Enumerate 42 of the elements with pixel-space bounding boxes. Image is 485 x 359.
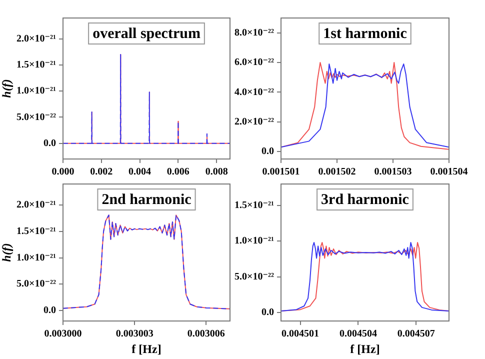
y-tick-label: 2.0×10⁻²² <box>234 116 274 128</box>
y-tick-label: 2.0×10⁻²¹ <box>16 200 56 211</box>
x-tick-label: 0.001502 <box>318 166 356 178</box>
text: overall spectrum <box>92 26 201 42</box>
x-tick-label: 0.003000 <box>44 328 82 340</box>
x-tick-label: 0.006 <box>166 166 190 178</box>
y-tick-label: 0.0 <box>44 138 56 149</box>
y-axis-title: h(f) <box>0 79 14 98</box>
x-tick-label: 0.004 <box>128 166 152 178</box>
y-tick-label: 5.0×10⁻²² <box>234 271 274 282</box>
x-tick-label: 0.004501 <box>282 328 320 340</box>
x-tick-label: 0.008 <box>205 166 228 178</box>
y-tick-label: 5.0×10⁻²² <box>16 278 56 290</box>
y-tick-label: 0.0 <box>262 146 274 158</box>
y-tick-label: 1.5×10⁻²¹ <box>16 60 56 71</box>
x-tick-label: 0.003003 <box>116 328 154 340</box>
y-tick-label: 0.0 <box>44 305 56 316</box>
y-tick-label: 5.0×10⁻²² <box>16 112 56 123</box>
y-tick-label: 1.0×10⁻²¹ <box>234 236 274 247</box>
text: 2nd harmonic <box>102 192 192 208</box>
x-axis-title: f [Hz] <box>350 342 380 356</box>
y-tick-label: 0.0 <box>262 307 274 318</box>
y-axis-title: h(f) <box>0 243 14 262</box>
x-tick-label: 0.004507 <box>397 328 435 340</box>
x-tick-label: 0.001503 <box>374 166 412 178</box>
y-tick-label: 4.0×10⁻²² <box>234 86 274 98</box>
x-tick-label: 0.004504 <box>339 328 377 340</box>
text: 1st harmonic <box>323 26 408 42</box>
x-tick-label: 0.001504 <box>430 166 468 178</box>
y-tick-label: 2.0×10⁻²¹ <box>16 33 56 44</box>
x-tick-label: 0.001501 <box>262 166 300 178</box>
y-tick-label: 8.0×10⁻²² <box>234 27 274 38</box>
x-tick-label: 0.000 <box>52 166 74 178</box>
text: 3rd harmonic <box>321 192 410 208</box>
y-tick-label: 1.5×10⁻²¹ <box>234 200 274 211</box>
y-tick-label: 1.0×10⁻²¹ <box>16 252 56 264</box>
x-tick-label: 0.003006 <box>187 328 225 340</box>
y-tick-label: 6.0×10⁻²² <box>234 57 274 68</box>
y-tick-label: 1.0×10⁻²¹ <box>16 86 56 97</box>
x-tick-label: 0.002 <box>90 166 113 178</box>
y-tick-label: 1.5×10⁻²¹ <box>16 226 56 237</box>
x-axis-title: f [Hz] <box>132 342 162 356</box>
